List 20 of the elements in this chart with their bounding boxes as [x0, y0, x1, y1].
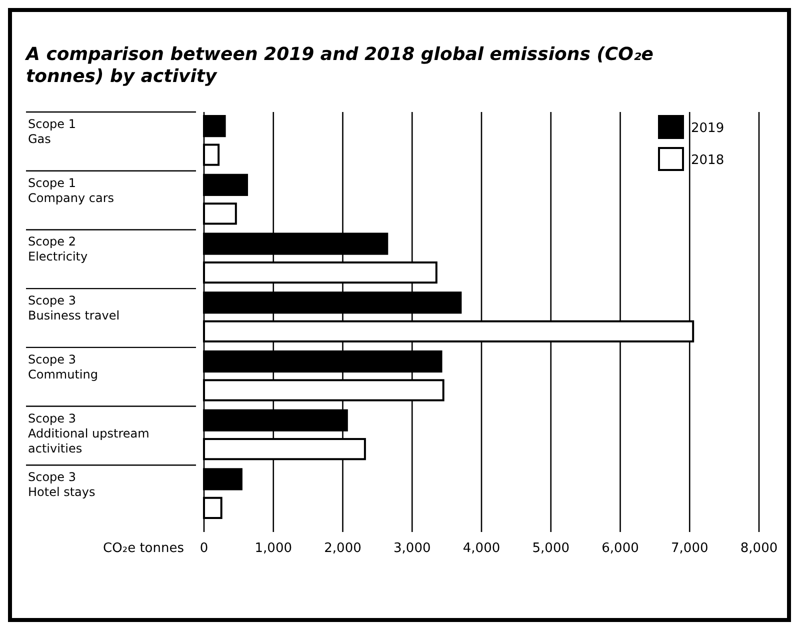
x-tick-label: 1,000	[254, 541, 292, 556]
x-tick-label: 3,000	[394, 541, 431, 556]
chart-title: A comparison between 2019 and 2018 global emissions (CO₂e tonnes) by activity	[24, 44, 654, 87]
y-tick-label: Scope 3 Additional upstream activities	[28, 411, 150, 456]
y-tick-label: Scope 3 Hotel stays	[28, 470, 96, 500]
x-tick-label: 7,000	[671, 541, 708, 556]
y-tick-label: Scope 3 Commuting	[28, 352, 98, 382]
x-tick-label: 6,000	[602, 541, 639, 556]
x-tick-label: 4,000	[462, 541, 500, 556]
y-tick-label: Scope 3 Business travel	[28, 294, 120, 323]
x-tick-label: 5,000	[532, 541, 570, 556]
legend-label: 2019	[691, 121, 724, 136]
y-tick-label: Scope 1 Gas	[28, 117, 76, 146]
legend-label: 2018	[691, 153, 724, 168]
x-axis-title: CO₂e tonnes	[103, 541, 184, 556]
x-tick-label: 2,000	[324, 541, 362, 556]
y-tick-label: Scope 2 Electricity	[28, 234, 88, 264]
x-tick-label: 8,000	[740, 541, 778, 556]
x-tick-label: 0	[200, 541, 208, 556]
y-tick-label: Scope 1 Company cars	[28, 176, 114, 205]
